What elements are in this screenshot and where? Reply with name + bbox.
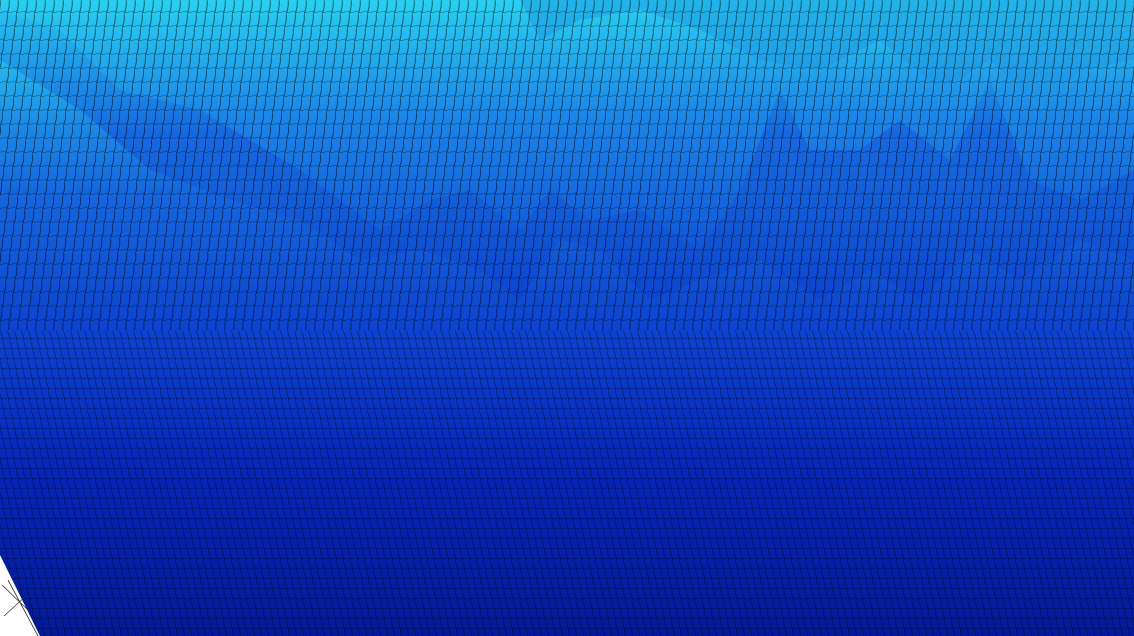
mesh-lower: [0, 330, 1134, 636]
mesh-upper: [0, 0, 1134, 330]
page: [0, 0, 1134, 636]
surface-plot: [0, 0, 1134, 636]
